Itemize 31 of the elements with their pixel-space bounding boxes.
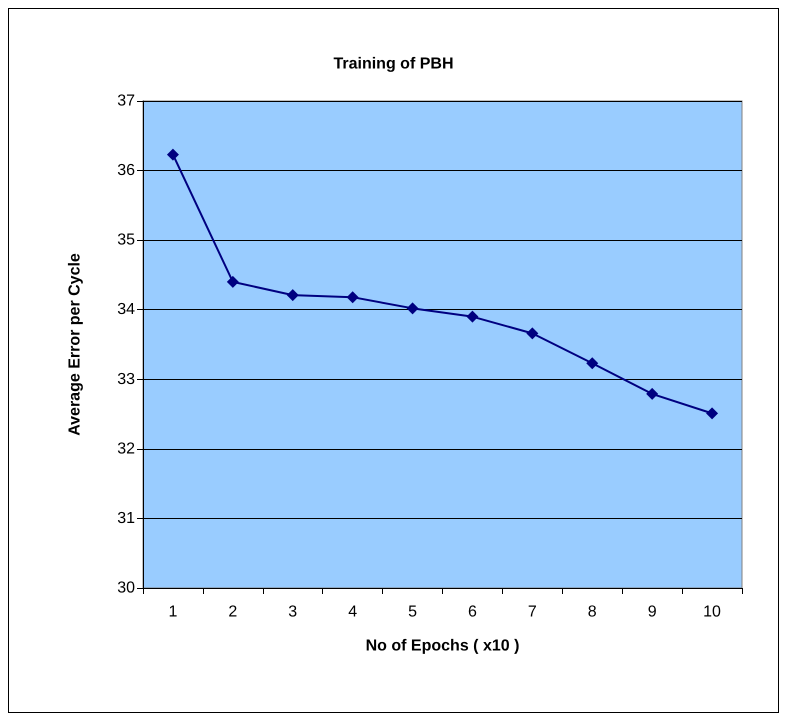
- x-tick-label: 9: [648, 604, 657, 620]
- y-tick-label: 34: [117, 301, 136, 318]
- point: [346, 291, 359, 304]
- point: [226, 276, 239, 288]
- point: [526, 327, 538, 340]
- x-tick-label: 6: [468, 604, 477, 620]
- point: [466, 310, 478, 323]
- point: [706, 407, 718, 420]
- point: [166, 148, 179, 161]
- y-tick-label: 33: [117, 370, 136, 388]
- point: [646, 388, 658, 400]
- y-tick-label: 32: [117, 440, 136, 458]
- y-tick-label: 30: [117, 580, 136, 596]
- x-tick-label: 2: [228, 604, 238, 620]
- x-tick-label: 8: [588, 604, 597, 620]
- point: [406, 302, 419, 314]
- x-tick-label: 10: [703, 604, 722, 620]
- x-tick-label: 7: [528, 604, 537, 620]
- x-tick-label: 4: [348, 604, 358, 620]
- y-axis-title: Average Error per Cycle: [66, 253, 84, 436]
- point: [586, 357, 598, 370]
- y-tick-label: 31: [117, 510, 136, 527]
- y-tick-label: 37: [117, 92, 136, 110]
- x-tick-label: 3: [288, 604, 298, 620]
- point: [286, 289, 299, 302]
- x-axis-title: No of Epochs ( x10 ): [366, 638, 520, 654]
- y-tick-label: 35: [117, 232, 136, 249]
- x-tick-label: 5: [408, 604, 418, 620]
- y-tick-label: 36: [117, 162, 136, 180]
- chart-title: Training of PBH: [334, 56, 454, 72]
- x-tick-label: 1: [168, 604, 178, 620]
